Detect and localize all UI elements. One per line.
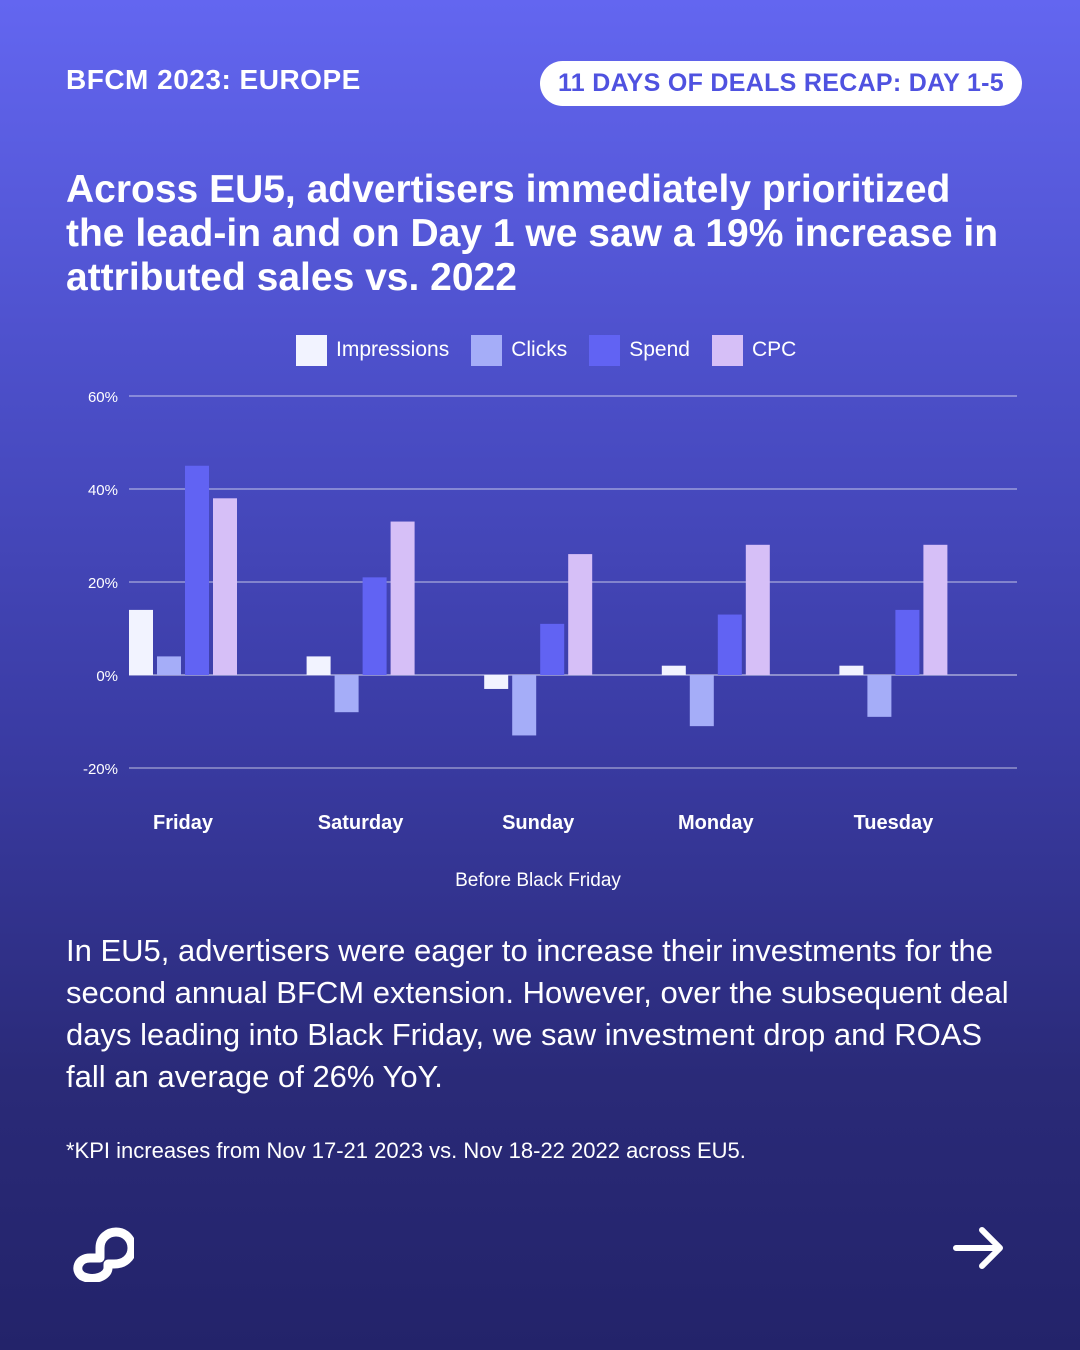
bar-impressions-monday <box>661 665 686 675</box>
x-category-label: Saturday <box>318 812 404 834</box>
bar-chart: -20% 0% 20% 40% 60% Friday Saturday Sunday Monda… <box>83 389 1017 891</box>
x-category-label: Monday <box>678 812 754 834</box>
y-tick-label: -20% <box>83 761 118 778</box>
legend-swatch <box>711 334 743 366</box>
arrow-right-icon[interactable] <box>952 1224 1008 1272</box>
bar-cpc-friday <box>213 498 237 675</box>
y-tick-label: 40% <box>88 482 118 499</box>
bar-cpc-sunday <box>568 554 593 675</box>
legend-swatch <box>471 334 503 366</box>
legend-label: Spend <box>629 338 690 361</box>
headline: Across EU5, advertisers immediately prio… <box>66 168 999 299</box>
bar-impressions-friday <box>129 609 153 675</box>
bar-cpc-tuesday <box>923 544 948 675</box>
bar-clicks-friday <box>157 656 181 675</box>
series-badge: 11 DAYS OF DEALS RECAP: DAY 1-5 <box>539 61 1022 106</box>
bar-clicks-sunday <box>512 675 537 736</box>
legend-label: Impressions <box>336 338 450 361</box>
x-category-label: Sunday <box>502 812 575 834</box>
bar-clicks-tuesday <box>867 675 892 717</box>
bar-clicks-monday <box>689 675 714 727</box>
legend-label: Clicks <box>511 338 568 361</box>
bar-impressions-sunday <box>484 675 509 689</box>
legend-swatch <box>296 334 327 366</box>
bar-cpc-saturday <box>390 521 415 675</box>
bar-clicks-saturday <box>334 675 359 713</box>
x-category-label: Tuesday <box>854 812 935 834</box>
legend-label: CPC <box>751 338 797 361</box>
legend-item-spend: Spend <box>589 334 690 366</box>
bar-spend-saturday <box>362 577 387 675</box>
brand-logo-icon <box>73 1227 134 1282</box>
body-paragraph: In EU5, advertisers were eager to increa… <box>66 933 1009 1094</box>
legend-swatch <box>589 334 621 366</box>
y-tick-label: 20% <box>88 575 118 592</box>
bar-impressions-tuesday <box>839 665 864 675</box>
bar-spend-friday <box>185 465 209 675</box>
x-axis-title: Before Black Friday <box>455 870 621 891</box>
chart-legend: Impressions Clicks Spend CPC <box>296 333 818 367</box>
x-category-label: Friday <box>153 812 214 834</box>
y-tick-label: 60% <box>88 389 118 406</box>
y-tick-label: 0% <box>96 668 118 685</box>
bar-spend-tuesday <box>895 609 920 675</box>
legend-item-cpc: CPC <box>711 334 797 366</box>
bar-impressions-saturday <box>306 656 331 675</box>
bar-spend-sunday <box>540 623 565 675</box>
bar-cpc-monday <box>745 544 770 675</box>
legend-item-clicks: Clicks <box>471 334 568 366</box>
footnote: *KPI increases from Nov 17-21 2023 vs. N… <box>66 1138 746 1163</box>
bar-spend-monday <box>717 614 742 675</box>
legend-item-impressions: Impressions <box>296 334 450 366</box>
page-category-label: BFCM 2023: EUROPE <box>66 64 361 95</box>
